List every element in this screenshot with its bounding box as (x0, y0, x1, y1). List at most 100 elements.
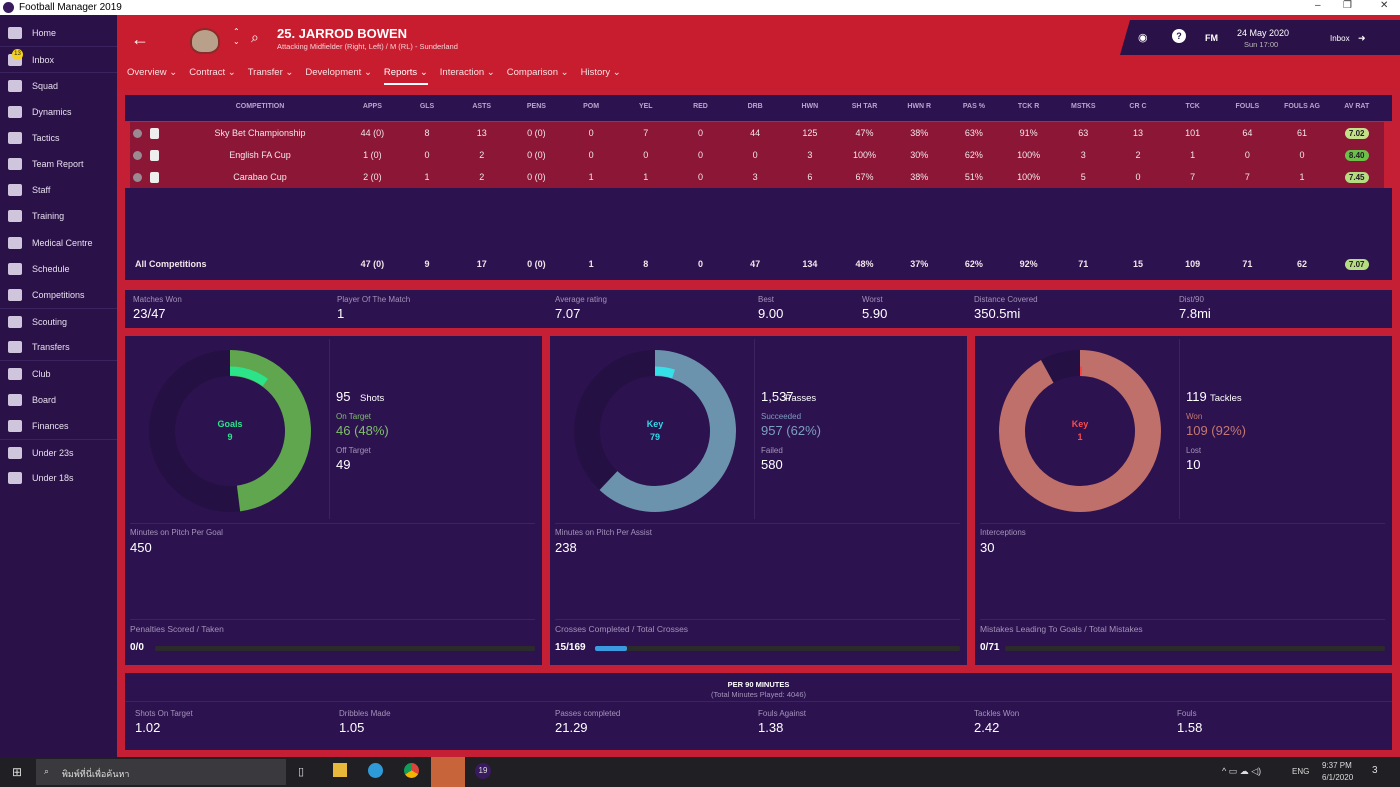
sidebar-item-schedule[interactable]: Schedule (0, 256, 117, 282)
sidebar-item-team-report[interactable]: Team Report (0, 151, 117, 177)
tab-reports[interactable]: Reports ⌄ (383, 67, 428, 85)
maximize-button[interactable]: ❐ (1343, 0, 1352, 11)
column-header[interactable]: DRB (747, 103, 763, 110)
competition-logo-icon (150, 171, 159, 183)
sidebar-item-training[interactable]: Training (0, 203, 117, 229)
table-row[interactable]: Sky Bet Championship 44 (0) 8 13 0 (0) 0 7 0 44 1… (130, 122, 1385, 144)
inbox-link[interactable]: Inbox (1330, 34, 1350, 43)
windows-start-icon[interactable]: ⊞ (12, 765, 23, 779)
sidebar-item-inbox[interactable]: 13 Inbox (0, 46, 117, 72)
taskbar-search[interactable]: ⌕ พิมพ์ที่นี่เพื่อค้นหา (36, 759, 286, 785)
summary-stat: Dist/90 7.8mi (1179, 295, 1211, 321)
stat-cell: 109 (1185, 259, 1201, 269)
football-manager-icon[interactable]: 19 (475, 763, 491, 779)
game-date: 24 May 2020 (1237, 28, 1290, 38)
sidebar-item-tactics[interactable]: Tactics (0, 125, 117, 151)
column-header[interactable]: FOULS (1235, 103, 1260, 110)
fm-logo[interactable]: FM (1205, 33, 1218, 43)
column-header[interactable]: APPS (362, 103, 382, 110)
system-tray-icons[interactable]: ^ ▭ ☁ ◁) (1222, 766, 1262, 776)
column-header[interactable]: PENS (526, 103, 546, 110)
notifications-icon[interactable]: 3 (1372, 765, 1378, 776)
sidebar-item-competitions[interactable]: Competitions (0, 282, 117, 308)
sidebar-item-squad[interactable]: Squad (0, 72, 117, 98)
money-icon (8, 419, 22, 432)
sidebar-item-under-18s[interactable]: Under 18s (0, 465, 117, 491)
divider (329, 339, 330, 519)
tab-overview[interactable]: Overview ⌄ (127, 67, 178, 78)
tab-transfer[interactable]: Transfer ⌄ (247, 67, 294, 78)
total-label: Shots (360, 393, 385, 404)
donut-center-label: Goals (217, 419, 243, 429)
tab-interaction[interactable]: Interaction ⌄ (439, 67, 495, 78)
player-header: ← ⌃ ⌄ ⌕ 25. JARROD BOWEN Attacking Midfie… (117, 15, 1400, 90)
minimize-button[interactable]: – (1315, 0, 1321, 11)
column-header[interactable]: POM (583, 103, 600, 110)
column-header[interactable]: ASTS (472, 103, 492, 110)
column-header[interactable]: FOULS AG (1284, 103, 1320, 110)
task-view-icon[interactable]: ▯ (298, 766, 305, 778)
stat-label: Matches Won (133, 295, 182, 304)
donut-chart (999, 350, 1161, 512)
tab-comparison[interactable]: Comparison ⌄ (506, 67, 569, 78)
club-crest[interactable] (190, 28, 220, 54)
column-header[interactable]: CR C (1129, 103, 1147, 110)
globe-icon[interactable]: ◉ (1138, 32, 1148, 44)
clock-time[interactable]: 9:37 PM (1322, 761, 1352, 770)
prev-next-player-icon[interactable]: ⌃ ⌄ (233, 27, 240, 46)
column-header[interactable]: SH TAR (851, 103, 878, 110)
player-name: 25. JARROD BOWEN (277, 26, 408, 41)
help-icon[interactable]: ? (1172, 29, 1186, 43)
column-header[interactable]: HWN R (907, 103, 932, 110)
tab-contract[interactable]: Contract ⌄ (189, 67, 236, 78)
sidebar-item-dynamics[interactable]: Dynamics (0, 99, 117, 125)
column-header[interactable]: MSTKS (1071, 103, 1096, 110)
total-row[interactable]: All Competitions 47 (0) 9 17 0 (0) 1 8 0 47 134 48… (130, 253, 1384, 275)
donut-arc (229, 350, 311, 512)
column-header[interactable]: AV RAT (1344, 103, 1370, 110)
search-icon[interactable]: ⌕ (251, 29, 259, 45)
edge-icon[interactable] (368, 763, 383, 778)
total-count: 1,537 (761, 389, 794, 404)
sidebar-item-club[interactable]: Club (0, 360, 117, 386)
divider (980, 523, 1385, 524)
table-row[interactable]: Carabao Cup 2 (0) 1 2 0 (0) 1 1 0 3 6 67% 38% 51% 100… (130, 166, 1385, 188)
trophy-icon (8, 288, 22, 301)
sidebar-item-finances[interactable]: Finances (0, 413, 117, 439)
sidebar-item-transfers[interactable]: Transfers (0, 334, 117, 360)
tab-history[interactable]: History ⌄ (580, 67, 621, 78)
tab-development[interactable]: Development ⌄ (305, 67, 372, 78)
column-header[interactable]: GLS (419, 103, 435, 110)
language-indicator[interactable]: ENG (1292, 767, 1310, 776)
column-header[interactable]: COMPETITION (235, 103, 285, 110)
sidebar-item-staff[interactable]: Staff (0, 177, 117, 203)
column-header[interactable]: HWN (801, 103, 819, 110)
secondary-label: Off Target (336, 446, 371, 455)
sidebar-item-home[interactable]: Home (0, 20, 117, 46)
table-row[interactable]: English FA Cup 1 (0) 0 2 0 (0) 0 0 0 0 3 100% 30% 62… (130, 144, 1385, 166)
back-arrow-icon[interactable]: ← (131, 29, 149, 49)
column-header[interactable]: TCK (1185, 103, 1200, 110)
column-header[interactable]: PAS % (962, 103, 985, 110)
sidebar-item-label: Home (32, 28, 57, 39)
column-header[interactable]: YEL (638, 103, 653, 110)
sidebar-item-under-23s[interactable]: Under 23s (0, 439, 117, 465)
stat-cell: 71 (1078, 259, 1089, 269)
chrome-icon[interactable] (404, 763, 419, 778)
continue-icon[interactable]: ➜ (1358, 33, 1366, 43)
column-header[interactable]: TCK R (1017, 103, 1040, 110)
stat-cell: 0 (697, 259, 703, 269)
clock-date[interactable]: 6/1/2020 (1322, 773, 1354, 782)
file-explorer-icon[interactable] (333, 763, 347, 777)
close-button[interactable]: ✕ (1380, 0, 1389, 11)
sidebar-item-scouting[interactable]: Scouting (0, 308, 117, 334)
app-icon-5[interactable] (431, 757, 465, 787)
column-header[interactable]: RED (693, 103, 708, 110)
stat-cell: 2 (479, 150, 485, 160)
sidebar-item-medical-centre[interactable]: Medical Centre (0, 230, 117, 256)
stat-label: Passes completed (555, 709, 621, 718)
sidebar-item-board[interactable]: Board (0, 387, 117, 413)
report-icon (8, 158, 22, 171)
summary-stat: Matches Won 23/47 (133, 295, 182, 321)
stat-cell: 9 (424, 259, 430, 269)
